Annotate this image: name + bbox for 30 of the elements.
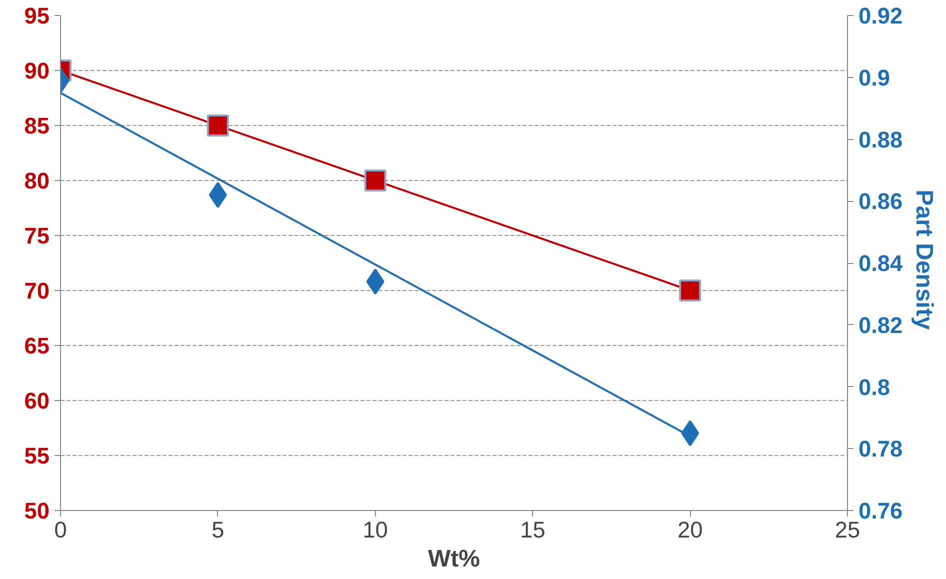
y2-tick-label: 0.82	[858, 312, 903, 338]
y-tick-label: 70	[24, 278, 50, 304]
point	[364, 170, 386, 192]
y-tick-label: 90	[24, 58, 50, 84]
y-tick-label: 60	[24, 388, 50, 414]
y-tick-label: 55	[24, 442, 50, 468]
y-tick-label: 65	[24, 332, 50, 358]
y2-tick-label: 0.8	[858, 374, 890, 400]
x-tick-label: 25	[834, 516, 860, 542]
point	[206, 114, 229, 136]
x-tick-label: 0	[54, 516, 67, 542]
y-tick-label: 75	[24, 222, 50, 248]
y2-tick-label: 0.76	[858, 498, 903, 524]
x-tick-label: 5	[212, 516, 224, 542]
y2-tick-label: 0.92	[858, 2, 903, 28]
y2-axis-title: Part Density	[910, 190, 938, 330]
y-tick-label: 85	[24, 112, 50, 138]
x-tick-label: 10	[362, 516, 388, 542]
y2-tick-label: 0.9	[858, 64, 890, 90]
x-tick-label: 20	[678, 516, 703, 542]
y-tick-label: 95	[24, 2, 50, 28]
point	[679, 280, 702, 302]
y2-tick-label: 0.88	[858, 126, 903, 152]
y2-tick-label: 0.86	[858, 188, 903, 214]
y-tick-label: 80	[24, 168, 50, 194]
y-tick-label: 50	[24, 498, 50, 524]
y2-tick-label: 0.78	[858, 436, 903, 462]
x-tick-label: 15	[520, 516, 546, 542]
y2-tick-label: 0.84	[858, 250, 903, 276]
x-axis-title: Wt%	[428, 546, 480, 572]
